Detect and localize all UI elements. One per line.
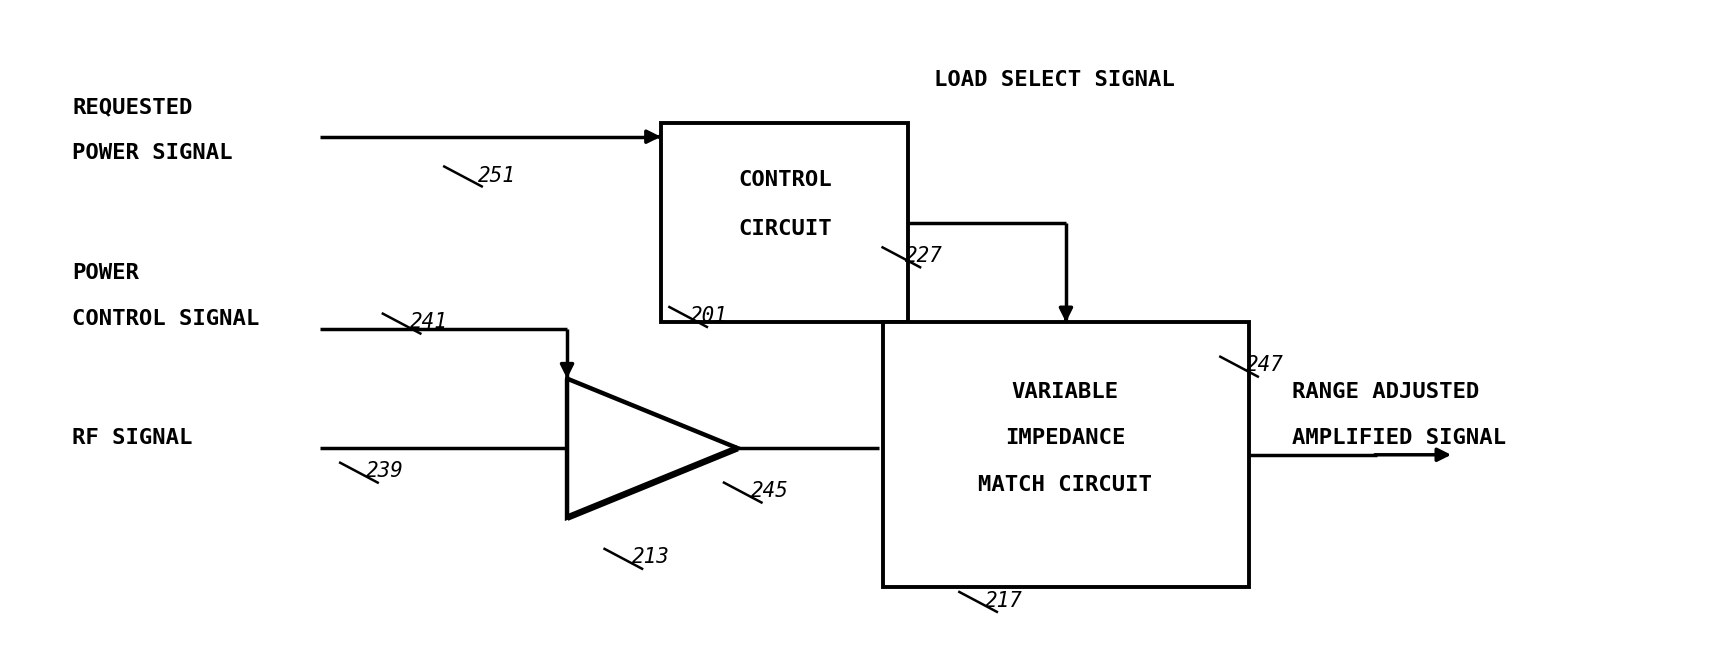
Text: POWER: POWER (72, 262, 139, 282)
Text: 245: 245 (751, 481, 788, 501)
Bar (662, 123, 908, 322)
Text: VARIABLE: VARIABLE (1011, 382, 1119, 402)
Text: 201: 201 (689, 305, 728, 325)
Text: 239: 239 (365, 462, 403, 481)
Text: CIRCUIT: CIRCUIT (739, 219, 833, 240)
Text: 251: 251 (478, 166, 516, 187)
Text: 241: 241 (410, 312, 447, 332)
Text: 247: 247 (1246, 356, 1284, 375)
Bar (883, 322, 1250, 587)
Text: RF SIGNAL: RF SIGNAL (72, 428, 192, 448)
Text: REQUESTED: REQUESTED (72, 97, 192, 117)
Text: CONTROL SIGNAL: CONTROL SIGNAL (72, 309, 259, 329)
Text: CONTROL: CONTROL (739, 170, 833, 190)
Text: POWER SIGNAL: POWER SIGNAL (72, 144, 233, 163)
Text: 227: 227 (905, 246, 943, 266)
Text: AMPLIFIED SIGNAL: AMPLIFIED SIGNAL (1292, 428, 1507, 448)
Text: RANGE ADJUSTED: RANGE ADJUSTED (1292, 382, 1479, 402)
Text: LOAD SELECT SIGNAL: LOAD SELECT SIGNAL (934, 70, 1174, 91)
Text: IMPEDANCE: IMPEDANCE (1004, 428, 1126, 448)
Text: 213: 213 (632, 548, 670, 568)
Text: 217: 217 (986, 590, 1023, 611)
Text: MATCH CIRCUIT: MATCH CIRCUIT (979, 474, 1152, 495)
